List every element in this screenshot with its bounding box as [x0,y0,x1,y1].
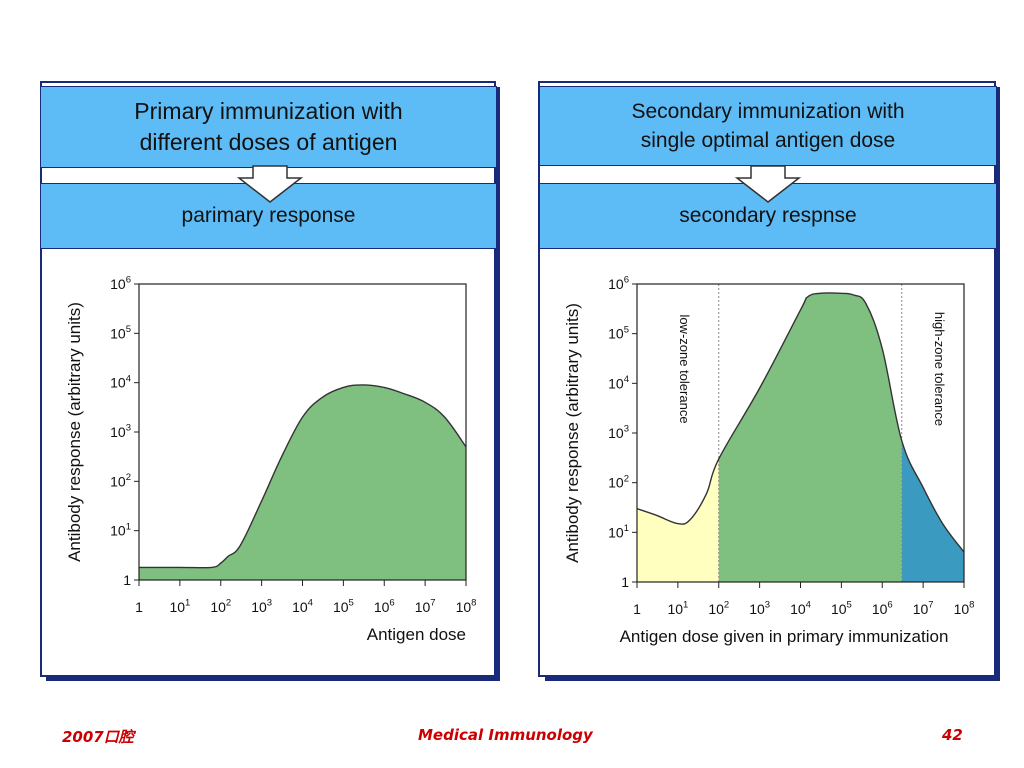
left-y-tick-label-5: 105 [110,324,131,341]
footer-title: Medical Immunology [418,726,593,744]
page-number: 42 [942,726,963,744]
right-x-tick-label-8: 108 [954,600,975,617]
left-y-tick-label-4: 104 [110,373,132,390]
right-panel-header: Secondary immunization with single optim… [539,86,997,166]
left-x-tick-label-5: 105 [333,598,354,615]
primary-response-chart: 1 101 102 103 104 105 106 1 101 102 103 104 105 106 10… [65,275,477,644]
right-x-tick-label-6: 106 [872,600,893,617]
right-series-line [636,292,965,553]
left-x-tick-label-3: 103 [251,598,272,615]
right-x-tick-label-1: 101 [667,600,688,617]
left-x-tick-label-7: 107 [415,598,436,615]
right-y-tick-label-2: 102 [608,473,629,490]
left-x-tick-label-4: 104 [292,598,314,615]
left-panel-header: Primary immunization with different dose… [40,86,497,168]
right-y-tick-label-0: 1 [621,574,629,590]
footer-left-text: 2007口腔 [62,728,134,746]
left-x-tick-label-8: 108 [456,598,477,615]
left-y-tick-label-3: 103 [110,423,131,440]
left-x-axis-label: Antigen dose [367,625,466,644]
left-y-tick-label-6: 106 [110,275,131,292]
right-x-tick-label-2: 102 [708,600,729,617]
right-zone-label-1: low-zone tolerance [677,314,692,423]
left-x-tick-label-1: 101 [169,598,190,615]
left-y-tick-label-2: 102 [110,472,131,489]
right-x-tick-label-5: 105 [831,600,852,617]
left-y-tick-label-0: 1 [123,572,131,588]
right-down-arrow-icon [734,165,802,203]
right-y-axis-label: Antibody response (arbitrary units) [563,303,582,563]
right-y-tick-label-6: 106 [608,275,629,292]
right-y-tick-label-4: 104 [608,374,630,391]
left-y-axis-label: Antibody response (arbitrary units) [65,302,84,562]
left-x-tick-label-2: 102 [210,598,231,615]
left-x-tick-label-0: 1 [135,599,143,615]
right-region-2 [718,292,902,582]
right-x-tick-label-4: 104 [790,600,812,617]
left-area [139,384,466,580]
right-y-tick-label-5: 105 [608,324,629,341]
right-y-tick-label-3: 103 [608,424,629,441]
left-down-arrow-icon [236,165,304,203]
secondary-response-chart: low-zone tolerance high-zone tolerance 1 10… [563,275,975,646]
right-zone-label-3: high-zone tolerance [932,312,947,426]
left-series-line [139,384,467,569]
right-x-axis-label: Antigen dose given in primary immunizati… [620,627,949,646]
left-y-tick-label-1: 101 [110,521,131,538]
right-x-tick-label-0: 1 [633,601,641,617]
right-y-tick-label-1: 101 [608,523,629,540]
right-x-tick-label-7: 107 [913,600,934,617]
right-x-tick-label-3: 103 [749,600,770,617]
left-x-tick-label-6: 106 [374,598,395,615]
